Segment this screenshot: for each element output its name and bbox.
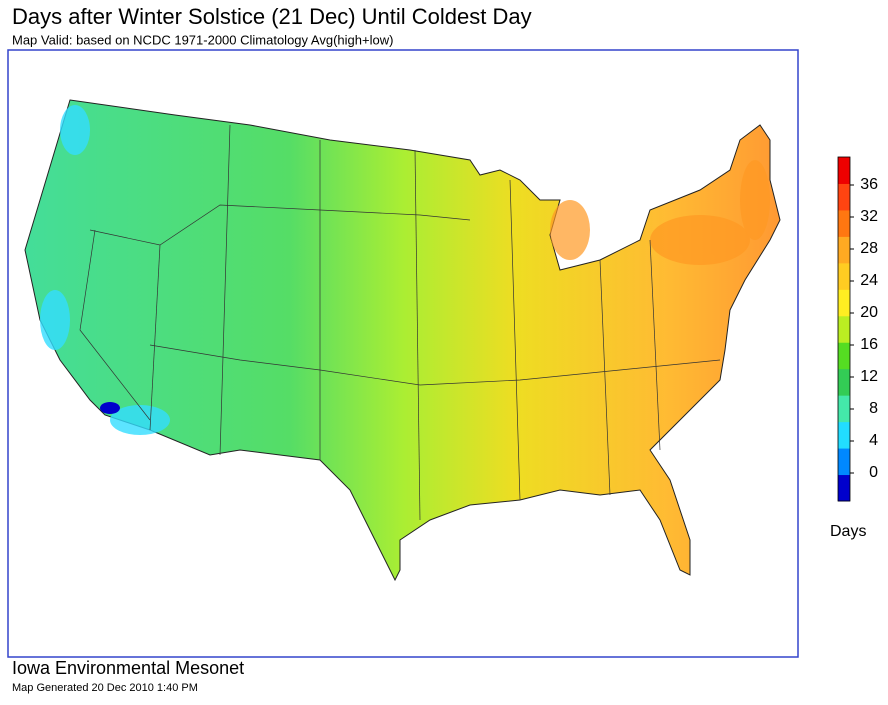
- legend-label: Days: [830, 523, 866, 540]
- colorbar-segment: [838, 209, 850, 237]
- colorbar-segment: [838, 448, 850, 476]
- colorbar-segment: [838, 368, 850, 396]
- colorbar-tick-label: 24: [860, 272, 878, 289]
- us-outline: [24, 99, 781, 582]
- colorbar-segment: [838, 421, 850, 449]
- colorbar-segment: [838, 289, 850, 317]
- colorbar-segment: [838, 474, 850, 502]
- colorbar-segment: [838, 315, 850, 343]
- colorbar-tick-label: 0: [869, 464, 878, 481]
- colorbar-tick-label: 12: [860, 368, 878, 385]
- colorbar-segment: [838, 236, 850, 264]
- state-lines: [79, 124, 721, 521]
- colorbar-tick-label: 32: [860, 208, 878, 225]
- warm-region: [550, 160, 770, 265]
- colorbar-tick-label: 16: [860, 336, 878, 353]
- subtitle: Map Valid: based on NCDC 1971-2000 Clima…: [12, 32, 393, 47]
- cool-region: [40, 105, 170, 435]
- colorbar-tick-label: 36: [860, 176, 878, 193]
- colorbar-segment: [838, 157, 850, 184]
- colorbar-tick-label: 8: [869, 400, 878, 417]
- title: Days after Winter Solstice (21 Dec) Unti…: [12, 4, 532, 29]
- colorbar-segment: [838, 342, 850, 370]
- colorbar-frame: [837, 156, 851, 502]
- cold-spot: [100, 402, 120, 414]
- colorbar-segment: [838, 395, 850, 423]
- colorbar-tick-label: 4: [869, 432, 878, 449]
- colorbar-tick-label: 28: [860, 240, 878, 257]
- footer-org: Iowa Environmental Mesonet: [12, 658, 244, 678]
- colorbar-tick-label: 20: [860, 304, 878, 321]
- map-frame: [7, 49, 799, 658]
- colorbar-segment: [838, 262, 850, 290]
- footer-generated: Map Generated 20 Dec 2010 1:40 PM: [12, 682, 198, 694]
- colorbar-segment: [838, 183, 850, 211]
